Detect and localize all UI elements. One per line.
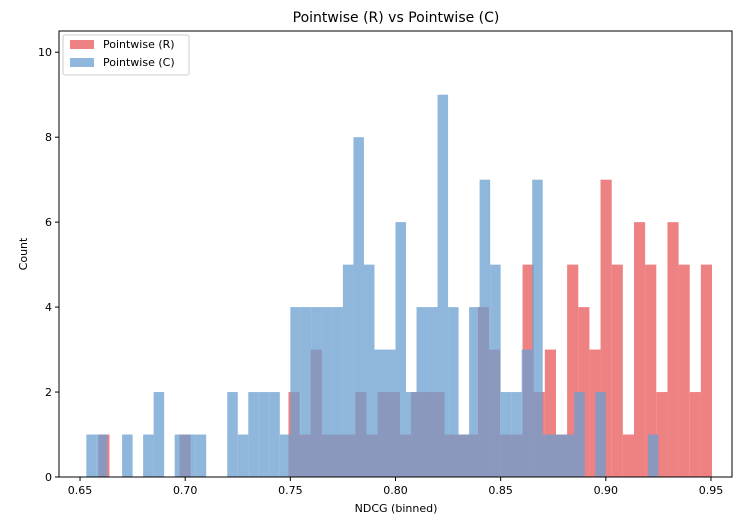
histogram-bar: [611, 264, 623, 477]
histogram-bar: [622, 434, 634, 477]
legend-swatch-pointwise-c: [70, 58, 94, 67]
x-tick-label: 0.85: [488, 484, 513, 497]
histogram-bar: [521, 349, 533, 477]
histogram-bar: [185, 434, 196, 477]
histogram-bar: [279, 434, 291, 477]
x-tick-label: 0.75: [278, 484, 303, 497]
histogram-bar: [437, 94, 449, 478]
y-tick-label: 4: [45, 301, 52, 314]
bars-layer: [86, 94, 713, 478]
histogram-bar: [374, 349, 385, 477]
y-tick-label: 0: [45, 471, 52, 484]
y-axis-label: Count: [17, 237, 30, 270]
y-tick-label: 8: [45, 131, 52, 144]
histogram-bar: [600, 179, 612, 478]
histogram-bar: [511, 392, 522, 477]
histogram-bar: [700, 264, 713, 477]
histogram-bar: [553, 434, 564, 477]
histogram-bar: [500, 392, 512, 477]
histogram-bar: [458, 434, 470, 477]
histogram-bar: [269, 392, 280, 477]
histogram-bar: [567, 264, 579, 477]
histogram-bar: [589, 349, 601, 477]
histogram-bar: [448, 307, 459, 477]
histogram-bar: [86, 434, 97, 477]
legend: Pointwise (R) Pointwise (C): [62, 34, 190, 76]
histogram-bar: [563, 434, 575, 477]
y-tick-label: 6: [45, 216, 52, 229]
x-tick-label: 0.65: [68, 484, 93, 497]
series-pointwise-c: [86, 94, 659, 478]
histogram-bar: [595, 392, 606, 477]
histogram-bar: [195, 434, 207, 477]
legend-label-pointwise-r: Pointwise (R): [103, 38, 175, 51]
histogram-bar: [689, 392, 701, 477]
x-tick-label: 0.95: [699, 484, 724, 497]
chart-title: Pointwise (R) vs Pointwise (C): [293, 10, 500, 26]
histogram-bar: [174, 434, 186, 477]
x-tick-label: 0.90: [594, 484, 619, 497]
histogram-bar: [258, 392, 270, 477]
histogram-bar: [342, 264, 354, 477]
histogram-bar: [532, 179, 543, 478]
x-tick-label: 0.80: [383, 484, 408, 497]
histogram-bar: [311, 307, 322, 477]
histogram-bar: [479, 179, 491, 478]
histogram-bar: [406, 392, 417, 477]
y-tick-label: 10: [38, 46, 52, 59]
histogram-bar: [633, 222, 646, 477]
histogram-bar: [384, 349, 396, 477]
histogram-bar: [656, 392, 668, 477]
histogram-bar: [469, 307, 480, 477]
histogram-bar: [667, 222, 679, 477]
x-tick-label: 0.70: [173, 484, 198, 497]
histogram-bar: [645, 264, 657, 477]
histogram-bar: [153, 392, 165, 477]
histogram-bar: [300, 307, 312, 477]
histogram-bar: [96, 434, 108, 477]
x-axis: 0.65 0.70 0.75 0.80 0.85 0.90 0.95: [68, 477, 723, 497]
histogram-bar: [290, 307, 301, 477]
legend-label-pointwise-c: Pointwise (C): [103, 56, 175, 69]
histogram-bar: [395, 222, 407, 477]
histogram-bar: [227, 392, 238, 477]
histogram-bar: [542, 434, 554, 477]
histogram-bar: [332, 307, 343, 477]
histogram-bar: [321, 307, 333, 477]
histogram-bar: [248, 392, 259, 477]
histogram-bar: [647, 434, 659, 477]
histogram-bar: [427, 307, 438, 477]
y-axis: 0 2 4 6 8 10: [38, 46, 59, 484]
x-axis-label: NDCG (binned): [355, 502, 438, 515]
histogram-bar: [122, 434, 133, 477]
histogram-bar: [678, 264, 690, 477]
histogram-bar: [363, 264, 375, 477]
y-tick-label: 2: [45, 386, 52, 399]
histogram-bar: [490, 264, 501, 477]
histogram-bar: [143, 434, 154, 477]
histogram-bar: [574, 392, 585, 477]
histogram-bar: [416, 307, 428, 477]
histogram-bar: [237, 434, 249, 477]
legend-swatch-pointwise-r: [70, 40, 94, 49]
legend-box: [62, 34, 190, 76]
histogram-bar: [544, 349, 556, 477]
histogram-bar: [353, 137, 364, 477]
